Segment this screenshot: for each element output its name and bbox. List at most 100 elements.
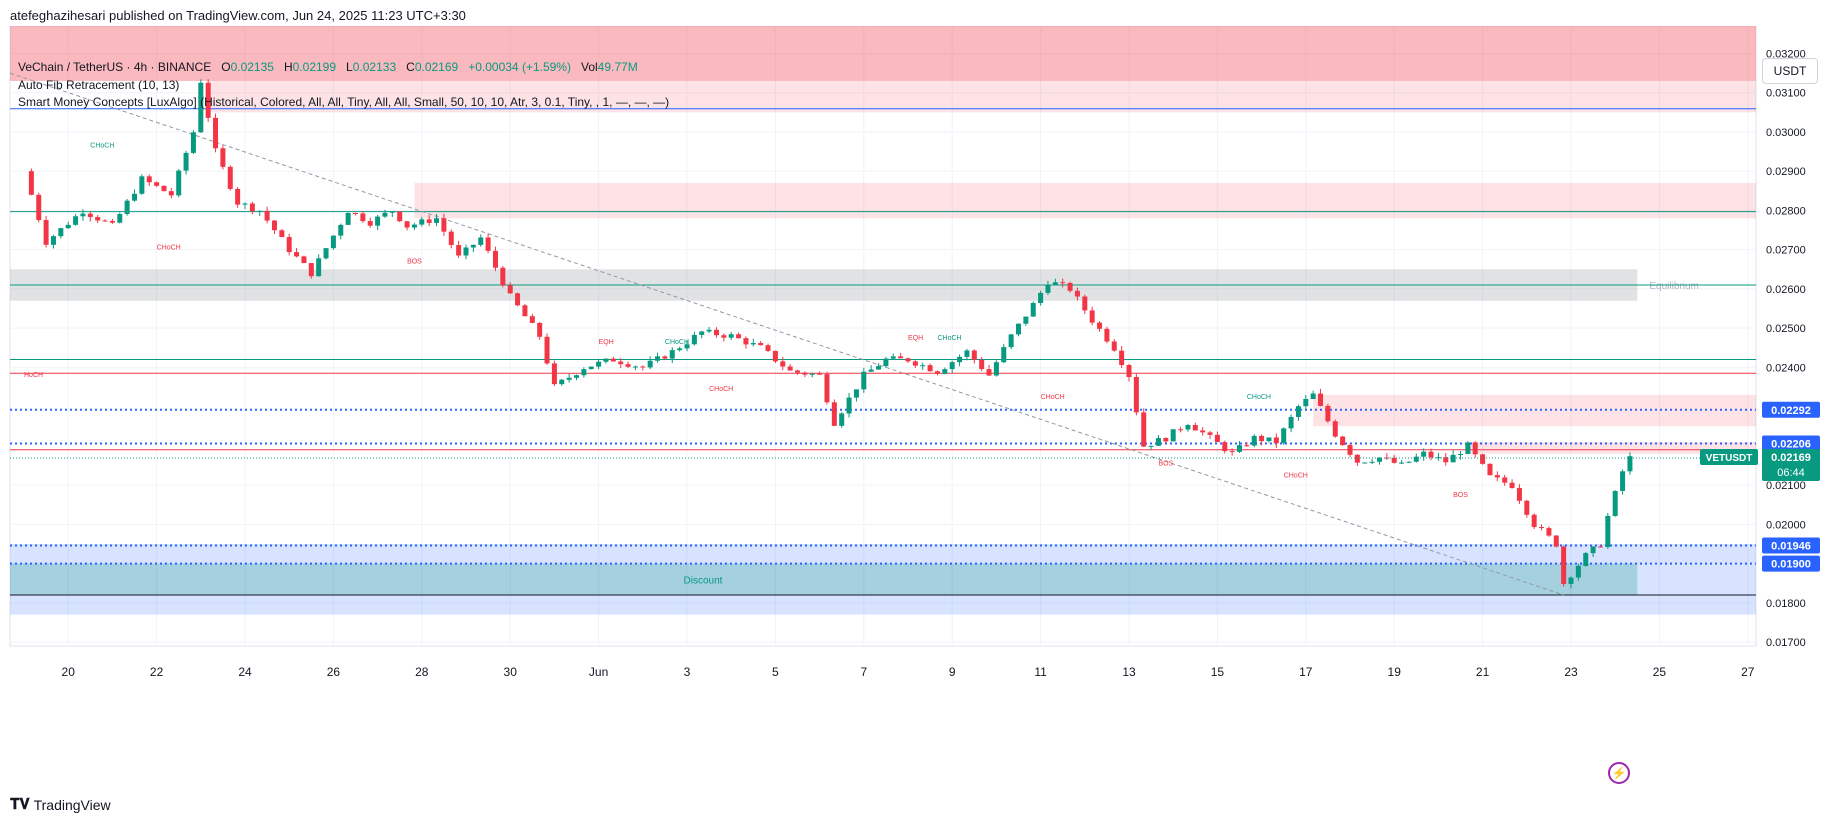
candle <box>441 218 447 232</box>
zone-box <box>414 182 1756 219</box>
candle <box>588 366 594 370</box>
candle <box>728 334 734 338</box>
candle <box>1207 432 1213 435</box>
candle <box>316 258 322 277</box>
x-tick-label: 20 <box>62 665 76 679</box>
y-tick-label: 0.03100 <box>1766 88 1806 100</box>
candle <box>1362 462 1368 464</box>
indicator-fib[interactable]: Auto Fib Retracement (10, 13) <box>18 78 180 92</box>
candle <box>1237 445 1242 452</box>
candle <box>1119 350 1125 366</box>
y-tick-label: 0.02700 <box>1766 245 1806 257</box>
candle <box>1023 316 1029 324</box>
candle <box>713 329 719 336</box>
candle <box>1141 412 1147 447</box>
x-tick-label: Jun <box>589 665 608 679</box>
candle <box>235 188 241 205</box>
candle <box>949 362 955 370</box>
candle <box>1539 527 1545 529</box>
trend-line <box>9 72 1564 596</box>
zone-label: Discount <box>684 575 723 586</box>
candle <box>198 82 204 133</box>
candle <box>286 237 292 253</box>
structure-label: BOS <box>407 258 422 265</box>
candle <box>1052 282 1058 285</box>
x-tick-label: 21 <box>1476 665 1490 679</box>
x-tick-label: 7 <box>860 665 867 679</box>
lightning-icon[interactable]: ⚡ <box>1608 762 1630 784</box>
x-tick-label: 5 <box>772 665 779 679</box>
candle <box>706 329 712 332</box>
candle <box>183 152 189 171</box>
symbol-title: VeChain / TetherUS · 4h · BINANCE <box>18 60 212 74</box>
candlestick-chart[interactable]: Equilibrium Discount CHoCH CHoCH BOS HoCH EQH C… <box>0 26 1835 796</box>
x-tick-label: 28 <box>415 665 429 679</box>
candle <box>434 218 440 223</box>
candle <box>1472 442 1478 455</box>
candle <box>1391 457 1397 463</box>
candles-group <box>28 79 1633 589</box>
y-tick-label: 0.02500 <box>1766 323 1806 335</box>
price-label-text: 0.01946 <box>1771 541 1811 553</box>
y-tick-label: 0.02100 <box>1766 480 1806 492</box>
candle <box>809 373 815 375</box>
price-label-box <box>1762 401 1820 418</box>
candle <box>1229 451 1235 453</box>
price-label-text: 0.02206 <box>1771 439 1811 451</box>
candle <box>463 247 469 256</box>
footer-brand[interactable]: 𝐓𝐕 TradingView <box>10 796 111 813</box>
indicator-smc[interactable]: Smart Money Concepts [LuxAlgo] (Historic… <box>18 95 670 109</box>
candle <box>345 212 351 225</box>
candle <box>581 369 587 376</box>
zone-box <box>1313 394 1756 427</box>
candle <box>986 369 992 376</box>
candle <box>596 361 602 367</box>
candle <box>787 366 793 371</box>
candle <box>1354 454 1360 463</box>
candle <box>419 219 425 225</box>
candle <box>817 373 823 375</box>
candle <box>765 345 771 351</box>
candle <box>1111 341 1117 351</box>
candle <box>883 358 889 367</box>
candle <box>1155 438 1161 446</box>
x-tick-label: 24 <box>238 665 252 679</box>
candle <box>1376 457 1382 462</box>
candle <box>566 377 572 380</box>
candle <box>537 322 543 337</box>
candle <box>1340 436 1346 446</box>
candle <box>912 361 918 366</box>
y-tick-label: 0.03000 <box>1766 127 1806 139</box>
chart-area[interactable]: Equilibrium Discount CHoCH CHoCH BOS HoCH EQH C… <box>0 26 1835 796</box>
candle <box>1038 292 1044 304</box>
symbol-tag-text: VETUSDT <box>1706 453 1753 464</box>
y-tick-label: 0.02400 <box>1766 362 1806 374</box>
candle <box>205 82 211 118</box>
candle <box>1273 437 1279 444</box>
candle <box>795 370 800 373</box>
candle <box>87 213 93 218</box>
candle <box>1428 451 1434 458</box>
candle <box>1516 487 1522 501</box>
candle <box>750 343 756 345</box>
candle <box>669 350 675 359</box>
high-value: 0.02199 <box>292 60 337 74</box>
structure-label: BOS <box>1453 492 1468 499</box>
candle <box>1583 553 1589 566</box>
candle <box>1170 429 1176 442</box>
candle <box>154 182 160 186</box>
candle <box>404 221 410 228</box>
candle <box>1509 482 1515 488</box>
candle <box>1045 284 1051 293</box>
candle <box>1133 377 1139 413</box>
candle <box>1074 290 1080 297</box>
candle <box>625 364 631 367</box>
candle <box>294 252 300 257</box>
candle <box>846 397 852 414</box>
candle <box>65 224 71 229</box>
x-tick-label: 22 <box>150 665 164 679</box>
structure-label: HoCH <box>24 372 43 379</box>
candle <box>964 350 970 357</box>
zone-box <box>10 26 1756 81</box>
currency-selector[interactable]: USDT <box>1762 58 1818 84</box>
